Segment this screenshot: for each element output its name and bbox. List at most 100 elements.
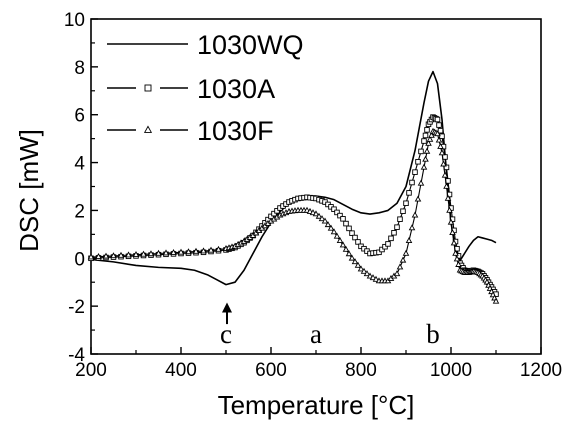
- data-point: [349, 230, 355, 236]
- data-point: [357, 265, 365, 272]
- data-point: [435, 136, 443, 143]
- legend-label: 1030A: [197, 74, 275, 104]
- data-point: [369, 274, 377, 281]
- data-point: [215, 245, 222, 252]
- data-point: [447, 218, 455, 225]
- plot-frame: [90, 18, 542, 355]
- data-point: [333, 232, 341, 239]
- x-axis: 200 400 600 800 1000 1200: [75, 347, 562, 381]
- data-point: [440, 160, 447, 167]
- y-tick-label: 2: [74, 201, 85, 222]
- data-point: [352, 234, 358, 241]
- data-point: [155, 249, 162, 256]
- data-point: [418, 148, 424, 155]
- data-point: [87, 253, 95, 260]
- data-point: [334, 209, 340, 216]
- data-point: [315, 212, 323, 219]
- x-tick-label: 200: [75, 360, 107, 381]
- y-tick-label: 10: [64, 10, 85, 31]
- data-point: [170, 249, 177, 255]
- data-point: [425, 139, 432, 146]
- data-point: [354, 261, 362, 268]
- y-tick-label: 6: [74, 106, 85, 127]
- data-point: [442, 154, 448, 160]
- data-point: [366, 272, 374, 279]
- data-point: [339, 241, 347, 248]
- data-point: [441, 171, 449, 178]
- data-point: [379, 246, 385, 253]
- data-point: [95, 252, 102, 259]
- data-point: [185, 248, 192, 255]
- data-point: [414, 195, 422, 202]
- series-1030F: [87, 127, 500, 304]
- data-point: [336, 237, 344, 244]
- data-point: [147, 250, 155, 257]
- data-point: [417, 179, 425, 186]
- data-point: [420, 163, 428, 170]
- data-point: [162, 249, 170, 256]
- data-point: [424, 127, 430, 133]
- data-point: [192, 247, 200, 254]
- x-axis-title: Temperature [°C]: [218, 390, 415, 420]
- x-tick-label: 800: [345, 360, 377, 381]
- data-point: [428, 131, 435, 138]
- series-layer: [87, 70, 500, 304]
- data-point: [140, 250, 147, 257]
- data-point: [405, 237, 413, 244]
- data-point: [360, 267, 368, 274]
- data-point: [394, 224, 400, 230]
- y-tick-label: -4: [68, 345, 85, 366]
- data-point: [342, 245, 350, 252]
- y-axis-title: DSC [mW]: [14, 129, 44, 252]
- data-point: [443, 182, 450, 189]
- data-point: [382, 243, 388, 250]
- data-point: [348, 254, 356, 261]
- y-tick-label: 8: [74, 58, 85, 79]
- data-point: [391, 230, 397, 236]
- legend-item-1030A: 1030A: [107, 74, 275, 104]
- data-point: [321, 217, 329, 224]
- annotation-c: c: [220, 319, 232, 349]
- series-line: [90, 116, 497, 295]
- data-point: [421, 138, 427, 144]
- data-point: [396, 263, 404, 270]
- series-line: [90, 130, 497, 302]
- x-tick-label: 1200: [520, 360, 562, 381]
- data-point: [408, 224, 416, 231]
- data-point: [400, 208, 406, 214]
- data-point: [412, 169, 418, 175]
- data-point: [455, 260, 462, 267]
- data-point: [388, 235, 394, 242]
- data-point: [355, 239, 361, 245]
- data-point: [327, 224, 335, 231]
- data-point: [177, 248, 185, 255]
- data-point: [422, 132, 429, 139]
- legend-label: 1030F: [197, 116, 274, 146]
- plot-area: 200 400 600 800 1000 1200 -4 -2 0 2 4 6 8 10 c a b 103…: [64, 10, 562, 381]
- data-point: [399, 256, 407, 263]
- series-line: [90, 70, 497, 286]
- legend-label: 1030WQ: [197, 30, 304, 60]
- data-point: [312, 210, 320, 217]
- data-point: [345, 250, 353, 257]
- y-tick-label: 0: [74, 249, 85, 270]
- data-point: [376, 249, 382, 256]
- data-point: [343, 220, 349, 227]
- data-point: [422, 155, 429, 162]
- data-point: [393, 270, 401, 277]
- data-point: [117, 251, 125, 258]
- data-point: [409, 179, 415, 186]
- data-point: [330, 228, 338, 235]
- legend: 1030WQ 1030A 1030F: [107, 30, 304, 146]
- data-point: [415, 159, 421, 165]
- data-point: [446, 206, 453, 213]
- data-point: [438, 149, 446, 156]
- data-point: [385, 241, 391, 247]
- data-point: [436, 122, 442, 128]
- data-point: [450, 239, 458, 246]
- legend-marker: [144, 84, 152, 92]
- data-point: [346, 225, 352, 232]
- data-point: [274, 208, 280, 214]
